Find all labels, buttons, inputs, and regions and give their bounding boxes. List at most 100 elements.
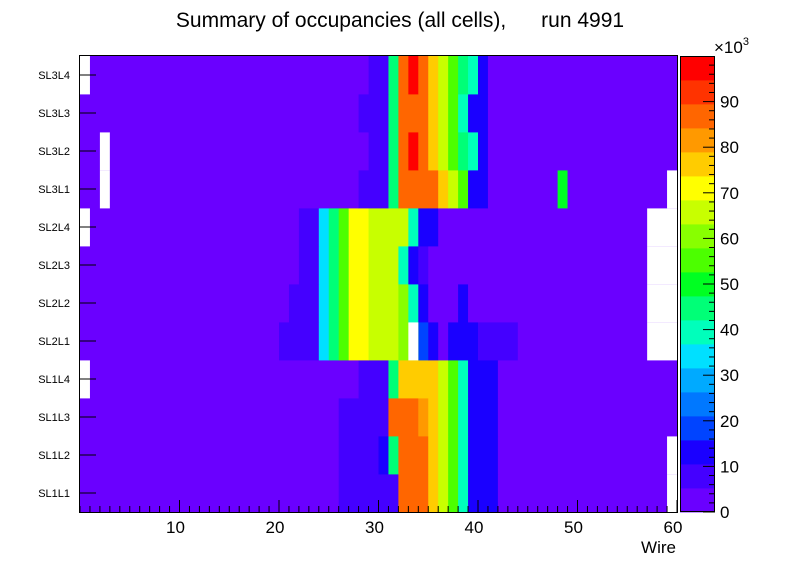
colorbar-swatch: [680, 200, 715, 225]
heatmap-cell: [487, 132, 678, 171]
colorbar-swatch: [680, 320, 715, 345]
plot-frame: [79, 55, 678, 513]
colorbar-tick-label: 50: [720, 275, 739, 294]
heatmap-cell: [80, 94, 359, 133]
heatmap-cell: [428, 284, 459, 323]
x-tick-label: 50: [564, 518, 583, 537]
colorbar-swatch: [680, 56, 715, 81]
colorbar-swatch: [680, 296, 715, 321]
colorbar-tick-label: 70: [720, 184, 739, 203]
colorbar-swatch: [680, 104, 715, 129]
heatmap-cell: [368, 322, 399, 361]
heatmap-cell: [448, 436, 459, 475]
x-axis: 10 20 30 40 50 60: [79, 500, 683, 537]
x-tick-label: 30: [365, 518, 384, 537]
heatmap-cell: [428, 398, 439, 437]
heatmap-cell: [487, 170, 558, 209]
heatmap-cell: [408, 284, 419, 323]
heatmap-cell: [80, 208, 300, 247]
heatmap-cells: [80, 56, 678, 513]
heatmap-cell: [388, 360, 399, 399]
colorbar-tick-label: 90: [720, 93, 739, 112]
heatmap-cell: [458, 56, 469, 95]
y-tick-label: SL1L3: [38, 412, 70, 424]
heatmap-cell: [398, 56, 409, 95]
heatmap-cell: [388, 436, 399, 475]
y-tick-label: SL2L3: [38, 260, 70, 272]
colorbar-tick-label: 20: [720, 412, 739, 431]
heatmap-cell: [368, 132, 389, 171]
heatmap-cell: [80, 360, 359, 399]
heatmap-cell: [398, 474, 429, 513]
x-tick-label: 40: [465, 518, 484, 537]
colorbar-multiplier-exponent: 3: [743, 36, 749, 48]
heatmap-cell: [458, 474, 469, 513]
colorbar-swatch: [680, 152, 715, 177]
heatmap-cell: [338, 398, 389, 437]
heatmap-cell: [338, 436, 379, 475]
x-tick-label: 60: [664, 518, 683, 537]
heatmap-cell: [418, 246, 429, 285]
y-tick-label: SL1L1: [38, 488, 70, 500]
colorbar-tick-label: 0: [720, 503, 729, 522]
heatmap-cell: [478, 56, 489, 95]
heatmap-cell: [487, 56, 678, 95]
heatmap-cell: [468, 474, 499, 513]
heatmap-cell: [358, 170, 389, 209]
colorbar-swatch: [680, 392, 715, 417]
heatmap-cell: [298, 208, 320, 247]
heatmap-cell: [418, 56, 429, 95]
y-tick-label: SL1L4: [38, 374, 70, 386]
heatmap-cell: [458, 170, 469, 209]
colorbar-tick-label: 40: [720, 321, 739, 340]
colorbar-swatch: [680, 368, 715, 393]
heatmap-cell: [80, 436, 340, 475]
heatmap-cell: [448, 398, 459, 437]
heatmap-cell: [348, 284, 369, 323]
heatmap-cell: [438, 94, 449, 133]
heatmap-cell: [468, 398, 499, 437]
heatmap-cell: [80, 284, 290, 323]
heatmap-cell: [80, 246, 300, 285]
heatmap-cell: [338, 284, 350, 323]
colorbar-swatch: [680, 128, 715, 153]
heatmap-cell: [408, 436, 429, 475]
x-axis-label: Wire: [641, 538, 676, 557]
heatmap-cell: [338, 208, 350, 247]
heatmap-cell: [388, 94, 399, 133]
heatmap-cell: [368, 56, 389, 95]
colorbar-swatch: [680, 248, 715, 273]
heatmap-cell: [279, 322, 320, 361]
heatmap-cell: [468, 170, 489, 209]
heatmap-cell: [368, 246, 399, 285]
empty-cell: [667, 170, 677, 209]
heatmap-cell: [468, 94, 489, 133]
heatmap-cell: [338, 246, 350, 285]
heatmap-cell: [448, 322, 459, 361]
heatmap-cell: [358, 360, 389, 399]
heatmap-cell: [478, 132, 489, 171]
y-tick-label: SL3L4: [38, 70, 70, 82]
heatmap-cell: [418, 208, 439, 247]
x-tick-label: 10: [166, 518, 185, 537]
colorbar-tick-label: 60: [720, 229, 739, 248]
heatmap-cell: [80, 56, 369, 95]
heatmap-cell: [418, 284, 429, 323]
heatmap-cell: [567, 170, 678, 209]
heatmap-cell: [418, 132, 429, 171]
empty-cell: [667, 436, 677, 475]
heatmap-cell: [438, 170, 449, 209]
empty-cell: [647, 246, 677, 285]
heatmap-cell: [428, 436, 439, 475]
heatmap-cell: [448, 94, 459, 133]
colorbar-swatch: [680, 224, 715, 249]
heatmap-cell: [398, 170, 439, 209]
heatmap-cell: [438, 360, 449, 399]
heatmap-cell: [428, 246, 678, 285]
heatmap-cell: [468, 436, 499, 475]
heatmap-cell: [318, 284, 330, 323]
colorbar-multiplier: ×103: [714, 36, 749, 57]
heatmap-cell: [388, 132, 399, 171]
heatmap-cell: [388, 398, 419, 437]
heatmap-cell: [318, 246, 330, 285]
